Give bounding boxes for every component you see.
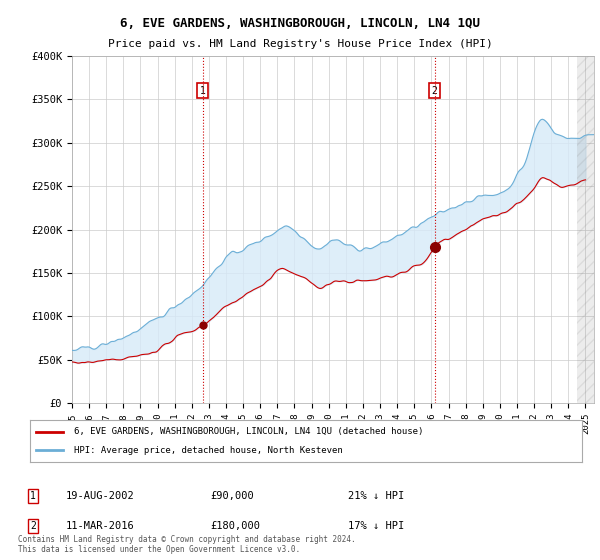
Text: 21% ↓ HPI: 21% ↓ HPI [348,491,404,501]
Text: Price paid vs. HM Land Registry's House Price Index (HPI): Price paid vs. HM Land Registry's House … [107,39,493,49]
Text: £180,000: £180,000 [210,521,260,531]
Text: 17% ↓ HPI: 17% ↓ HPI [348,521,404,531]
Text: 2: 2 [30,521,36,531]
Text: 2: 2 [432,86,437,96]
Text: 1: 1 [30,491,36,501]
Text: HPI: Average price, detached house, North Kesteven: HPI: Average price, detached house, Nort… [74,446,343,455]
Text: Contains HM Land Registry data © Crown copyright and database right 2024.
This d: Contains HM Land Registry data © Crown c… [18,535,356,554]
Bar [577,56,594,403]
Text: 6, EVE GARDENS, WASHINGBOROUGH, LINCOLN, LN4 1QU: 6, EVE GARDENS, WASHINGBOROUGH, LINCOLN,… [120,17,480,30]
Text: 1: 1 [200,86,206,96]
Text: 6, EVE GARDENS, WASHINGBOROUGH, LINCOLN, LN4 1QU (detached house): 6, EVE GARDENS, WASHINGBOROUGH, LINCOLN,… [74,427,424,436]
Text: 11-MAR-2016: 11-MAR-2016 [66,521,135,531]
Text: 19-AUG-2002: 19-AUG-2002 [66,491,135,501]
Text: £90,000: £90,000 [210,491,254,501]
